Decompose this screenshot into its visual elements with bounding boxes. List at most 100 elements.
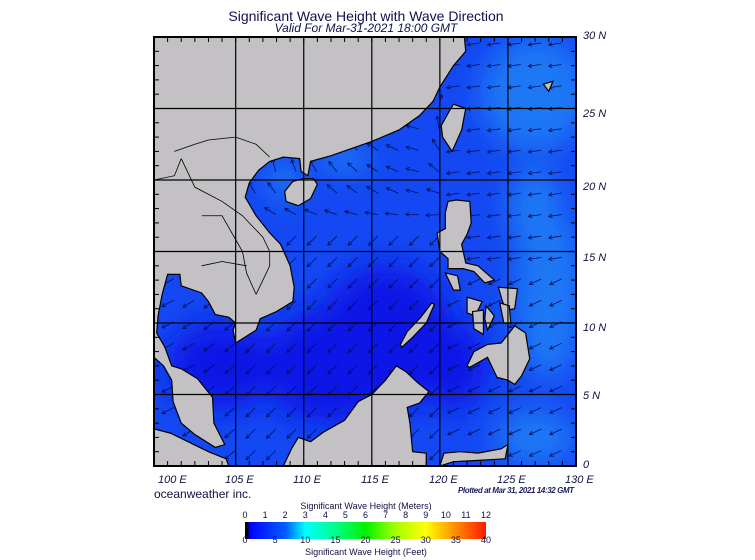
arrow-head [528, 345, 534, 350]
wave-direction-arrow [203, 342, 215, 352]
wave-direction-arrow [405, 167, 419, 173]
arrow-head [486, 235, 492, 240]
wave-direction-arrow [487, 214, 501, 217]
land-mainland [154, 37, 467, 449]
wave-direction-arrow [447, 300, 460, 307]
wave-direction-arrow [327, 300, 338, 310]
arrow-head [203, 368, 208, 373]
colorbar-tick-feet: 30 [420, 535, 431, 545]
wave-direction-arrow [488, 428, 501, 435]
wave-direction-arrow [266, 343, 276, 353]
arrow-head [527, 235, 533, 240]
land-taiwan [440, 103, 467, 153]
arrow-head [549, 366, 554, 371]
arrow-head [368, 370, 373, 375]
arrow-head [547, 170, 553, 176]
arrow-head [327, 370, 332, 375]
wave-direction-arrow [409, 407, 419, 418]
map-title: Significant Wave Height with Wave Direct… [228, 8, 504, 24]
arrow-head [346, 185, 351, 190]
arrow-head [466, 235, 471, 240]
wave-direction-arrow [429, 257, 440, 267]
wave-direction-arrow [447, 407, 460, 414]
arrow-head [486, 213, 492, 219]
arrow-head [527, 170, 533, 176]
wave-direction-arrow [487, 257, 501, 260]
wave-direction-arrow [286, 300, 297, 310]
arrow-head [549, 409, 554, 414]
arrow-head [347, 327, 353, 332]
colorbar-tick-meters: 5 [342, 510, 348, 520]
wave-direction-arrow [245, 343, 256, 353]
wave-direction-arrow [528, 64, 542, 67]
arrow-head [368, 262, 373, 268]
arrow-head [327, 412, 332, 418]
wave-direction-arrow [507, 128, 521, 132]
colorbar-tick-meters: 8 [403, 510, 409, 520]
arrow-head [547, 256, 553, 262]
wave-direction-arrow [466, 64, 480, 67]
arrow-head [405, 145, 411, 150]
wave-direction-arrow [507, 235, 521, 239]
arrow-head [486, 85, 492, 90]
arrow-head [203, 347, 208, 352]
lat-label: 25 N [583, 108, 607, 120]
wave-direction-arrow [347, 235, 358, 246]
arrow-head [224, 369, 229, 374]
colorbar-tick-feet: 5 [272, 535, 278, 545]
map-subtitle: Valid For Mar-31-2021 18:00 GMT [274, 21, 458, 35]
arrow-head [306, 305, 312, 311]
arrow-head [286, 305, 291, 311]
arrow-head [265, 348, 271, 354]
wave-direction-arrow [507, 42, 521, 46]
colorbar-tick-feet: 15 [330, 535, 341, 545]
wave-direction-arrow [304, 209, 317, 215]
arrow-head [388, 241, 393, 246]
wave-direction-arrow [467, 428, 481, 435]
wave-direction-arrow [245, 450, 256, 461]
wave-direction-arrow [529, 450, 542, 457]
wave-direction-arrow [508, 407, 521, 414]
arrow-head [368, 284, 373, 289]
arrow-head [306, 412, 312, 418]
wave-direction-arrow [327, 278, 338, 289]
wave-direction-arrow [368, 278, 379, 289]
arrow-head [528, 280, 534, 286]
arrow-head [364, 210, 369, 216]
arrow-head [429, 434, 434, 439]
wave-direction-arrow [266, 407, 276, 418]
wave-direction-arrow [409, 364, 419, 375]
wave-direction-arrow [368, 235, 379, 246]
wave-direction-arrow [549, 364, 562, 371]
arrow-head [547, 192, 553, 197]
wave-direction-arrow [528, 192, 542, 196]
wave-direction-arrow [347, 385, 358, 396]
land-okinawa [542, 80, 554, 93]
arrow-head [446, 323, 452, 329]
arrow-head [385, 187, 391, 192]
arrow-head [224, 412, 229, 417]
wave-direction-arrow [224, 450, 236, 460]
arrow-head [528, 302, 534, 307]
arrow-head [508, 280, 513, 286]
wave-direction-arrow [429, 343, 440, 353]
country-border [154, 158, 182, 181]
arrow-head [527, 42, 533, 47]
wave-direction-arrow [409, 278, 419, 289]
wave-direction-arrow [447, 364, 460, 371]
land-borneo [282, 365, 430, 466]
wave-direction-arrow [487, 235, 501, 239]
wave-direction-arrow [488, 407, 501, 414]
wave-direction-arrow [347, 364, 358, 375]
wave-direction-arrow [245, 428, 256, 439]
wave-direction-arrow [388, 257, 399, 267]
wave-direction-arrow [224, 385, 236, 395]
wave-direction-arrow [429, 278, 440, 289]
arrow-head [303, 208, 309, 213]
arrow-head [528, 366, 534, 371]
arrow-head [445, 85, 451, 90]
arrow-head [549, 280, 554, 286]
colorbar-tick-meters: 0 [242, 510, 248, 520]
wave-direction-arrow [446, 149, 460, 153]
wave-direction-arrow [388, 278, 399, 289]
